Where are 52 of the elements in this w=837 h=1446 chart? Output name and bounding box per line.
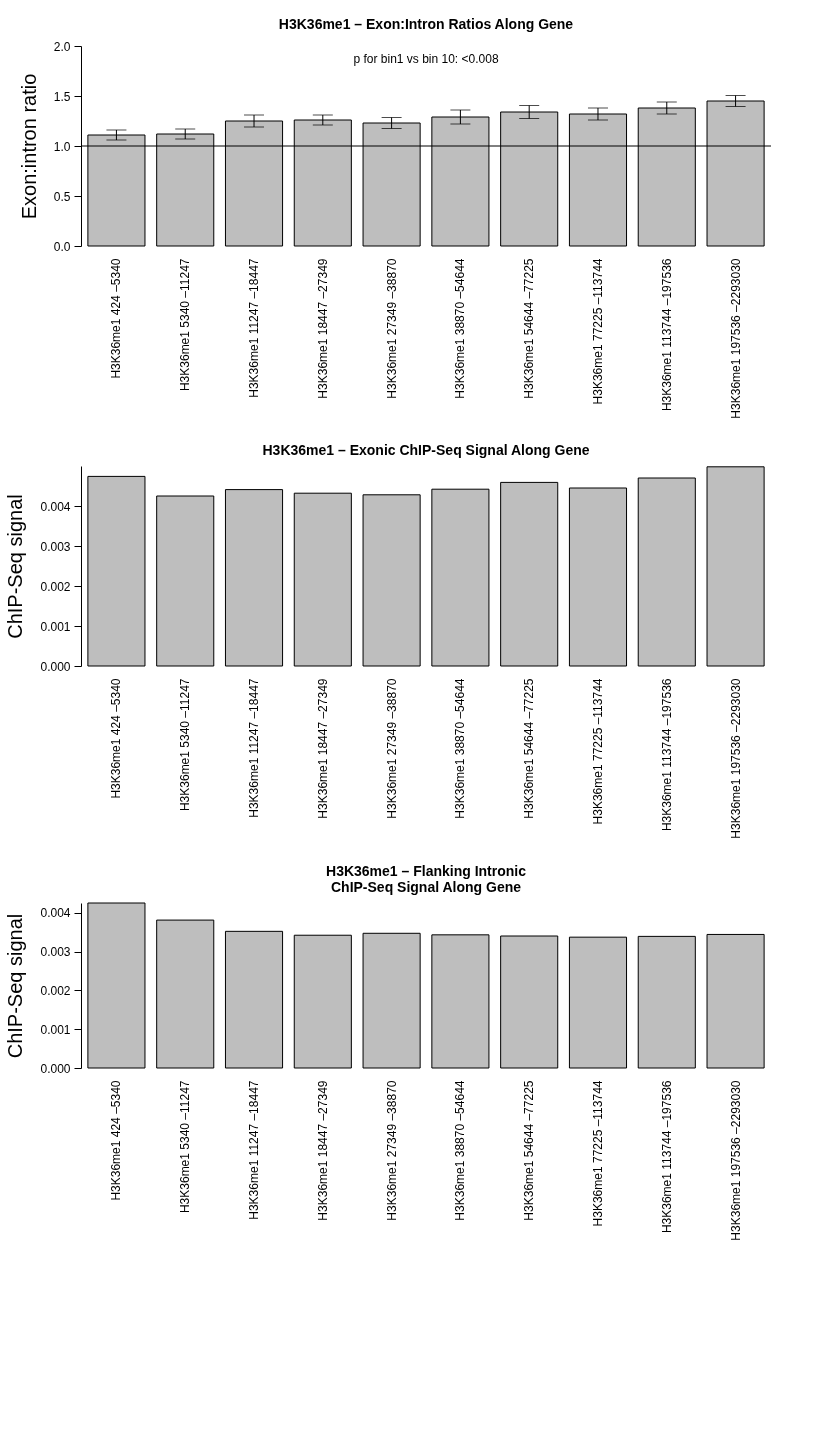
y-tick-label: 2.0	[53, 39, 71, 54]
x-tick-label: H3K36me1 18447 –27349	[315, 258, 330, 399]
x-tick-label: H3K36me1 113744 –197536	[659, 678, 674, 832]
x-tick-label: H3K36me1 18447 –27349	[315, 1080, 330, 1221]
x-tick-label: H3K36me1 27349 –38870	[384, 1080, 399, 1221]
x-tick-label: H3K36me1 27349 –38870	[384, 678, 399, 819]
x-tick-label: H3K36me1 197536 –2293030	[728, 678, 743, 839]
x-tick-label: H3K36me1 38870 –54644	[453, 258, 468, 399]
y-tick-label: 0.002	[40, 579, 71, 594]
x-tick-label: H3K36me1 54644 –77225	[522, 1080, 537, 1221]
y-tick-label: 0.0	[53, 239, 71, 254]
y-tick-label: 0.003	[40, 945, 71, 960]
y-tick-label: 0.004	[40, 499, 71, 514]
y-tick-label: 0.004	[40, 906, 71, 921]
x-tick-label: H3K36me1 113744 –197536	[659, 1080, 674, 1234]
x-tick-label: H3K36me1 5340 –11247	[178, 1080, 193, 1214]
x-tick-label: H3K36me1 77225 –113744	[590, 678, 605, 825]
chart-title: H3K36me1 – Exonic ChIP-Seq Signal Along Gene	[262, 442, 590, 458]
y-tick-label: 0.001	[40, 619, 71, 634]
x-tick-label: H3K36me1 11247 –18447	[247, 678, 262, 818]
x-tick-label: H3K36me1 424 –5340	[109, 1080, 124, 1201]
y-tick-label: 1.5	[53, 89, 71, 104]
x-tick-label: H3K36me1 197536 –2293030	[728, 1080, 743, 1241]
chart-title: H3K36me1 – Exon:Intron Ratios Along Gene	[278, 16, 574, 32]
x-tick-label: H3K36me1 424 –5340	[109, 258, 124, 379]
x-tick-label: H3K36me1 77225 –113744	[590, 1080, 605, 1227]
y-tick-label: 0.000	[40, 659, 71, 674]
x-tick-label: H3K36me1 54644 –77225	[522, 678, 537, 819]
y-tick-label: 0.5	[53, 189, 71, 204]
annotation: p for bin1 vs bin 10: <0.008	[353, 52, 499, 66]
y-axis-title: ChIP-Seq signal	[4, 494, 27, 639]
y-tick-label: 0.000	[40, 1061, 71, 1076]
x-tick-label: H3K36me1 38870 –54644	[453, 678, 468, 819]
x-tick-label: H3K36me1 38870 –54644	[453, 1080, 468, 1221]
x-tick-label: H3K36me1 113744 –197536	[659, 258, 674, 412]
x-tick-label: H3K36me1 5340 –11247	[178, 678, 193, 812]
chart-title: H3K36me1 – Flanking Intronic ChIP-Seq Signal Along Gene	[326, 862, 527, 895]
y-tick-label: 1.0	[53, 139, 71, 154]
x-tick-label: H3K36me1 424 –5340	[109, 678, 124, 799]
y-axis-title: ChIP-Seq signal	[4, 913, 27, 1059]
y-tick-label: 0.002	[40, 983, 71, 998]
x-tick-label: H3K36me1 11247 –18447	[247, 258, 262, 398]
x-tick-label: H3K36me1 5340 –11247	[178, 258, 193, 392]
x-tick-label: H3K36me1 18447 –27349	[315, 678, 330, 819]
x-tick-label: H3K36me1 197536 –2293030	[728, 258, 743, 419]
x-tick-label: H3K36me1 11247 –18447	[247, 1080, 262, 1220]
y-tick-label: 0.001	[40, 1022, 71, 1037]
y-tick-label: 0.003	[40, 539, 71, 554]
x-tick-label: H3K36me1 27349 –38870	[384, 258, 399, 399]
x-tick-label: H3K36me1 54644 –77225	[522, 258, 537, 399]
y-axis-title: Exon:intron ratio	[17, 73, 40, 220]
x-tick-label: H3K36me1 77225 –113744	[590, 258, 605, 405]
